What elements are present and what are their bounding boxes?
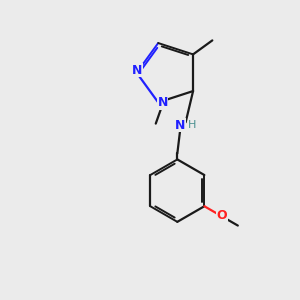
Text: N: N: [158, 96, 168, 109]
Text: H: H: [188, 120, 196, 130]
Text: N: N: [132, 64, 142, 77]
Text: N: N: [175, 119, 185, 132]
Text: O: O: [217, 209, 227, 222]
